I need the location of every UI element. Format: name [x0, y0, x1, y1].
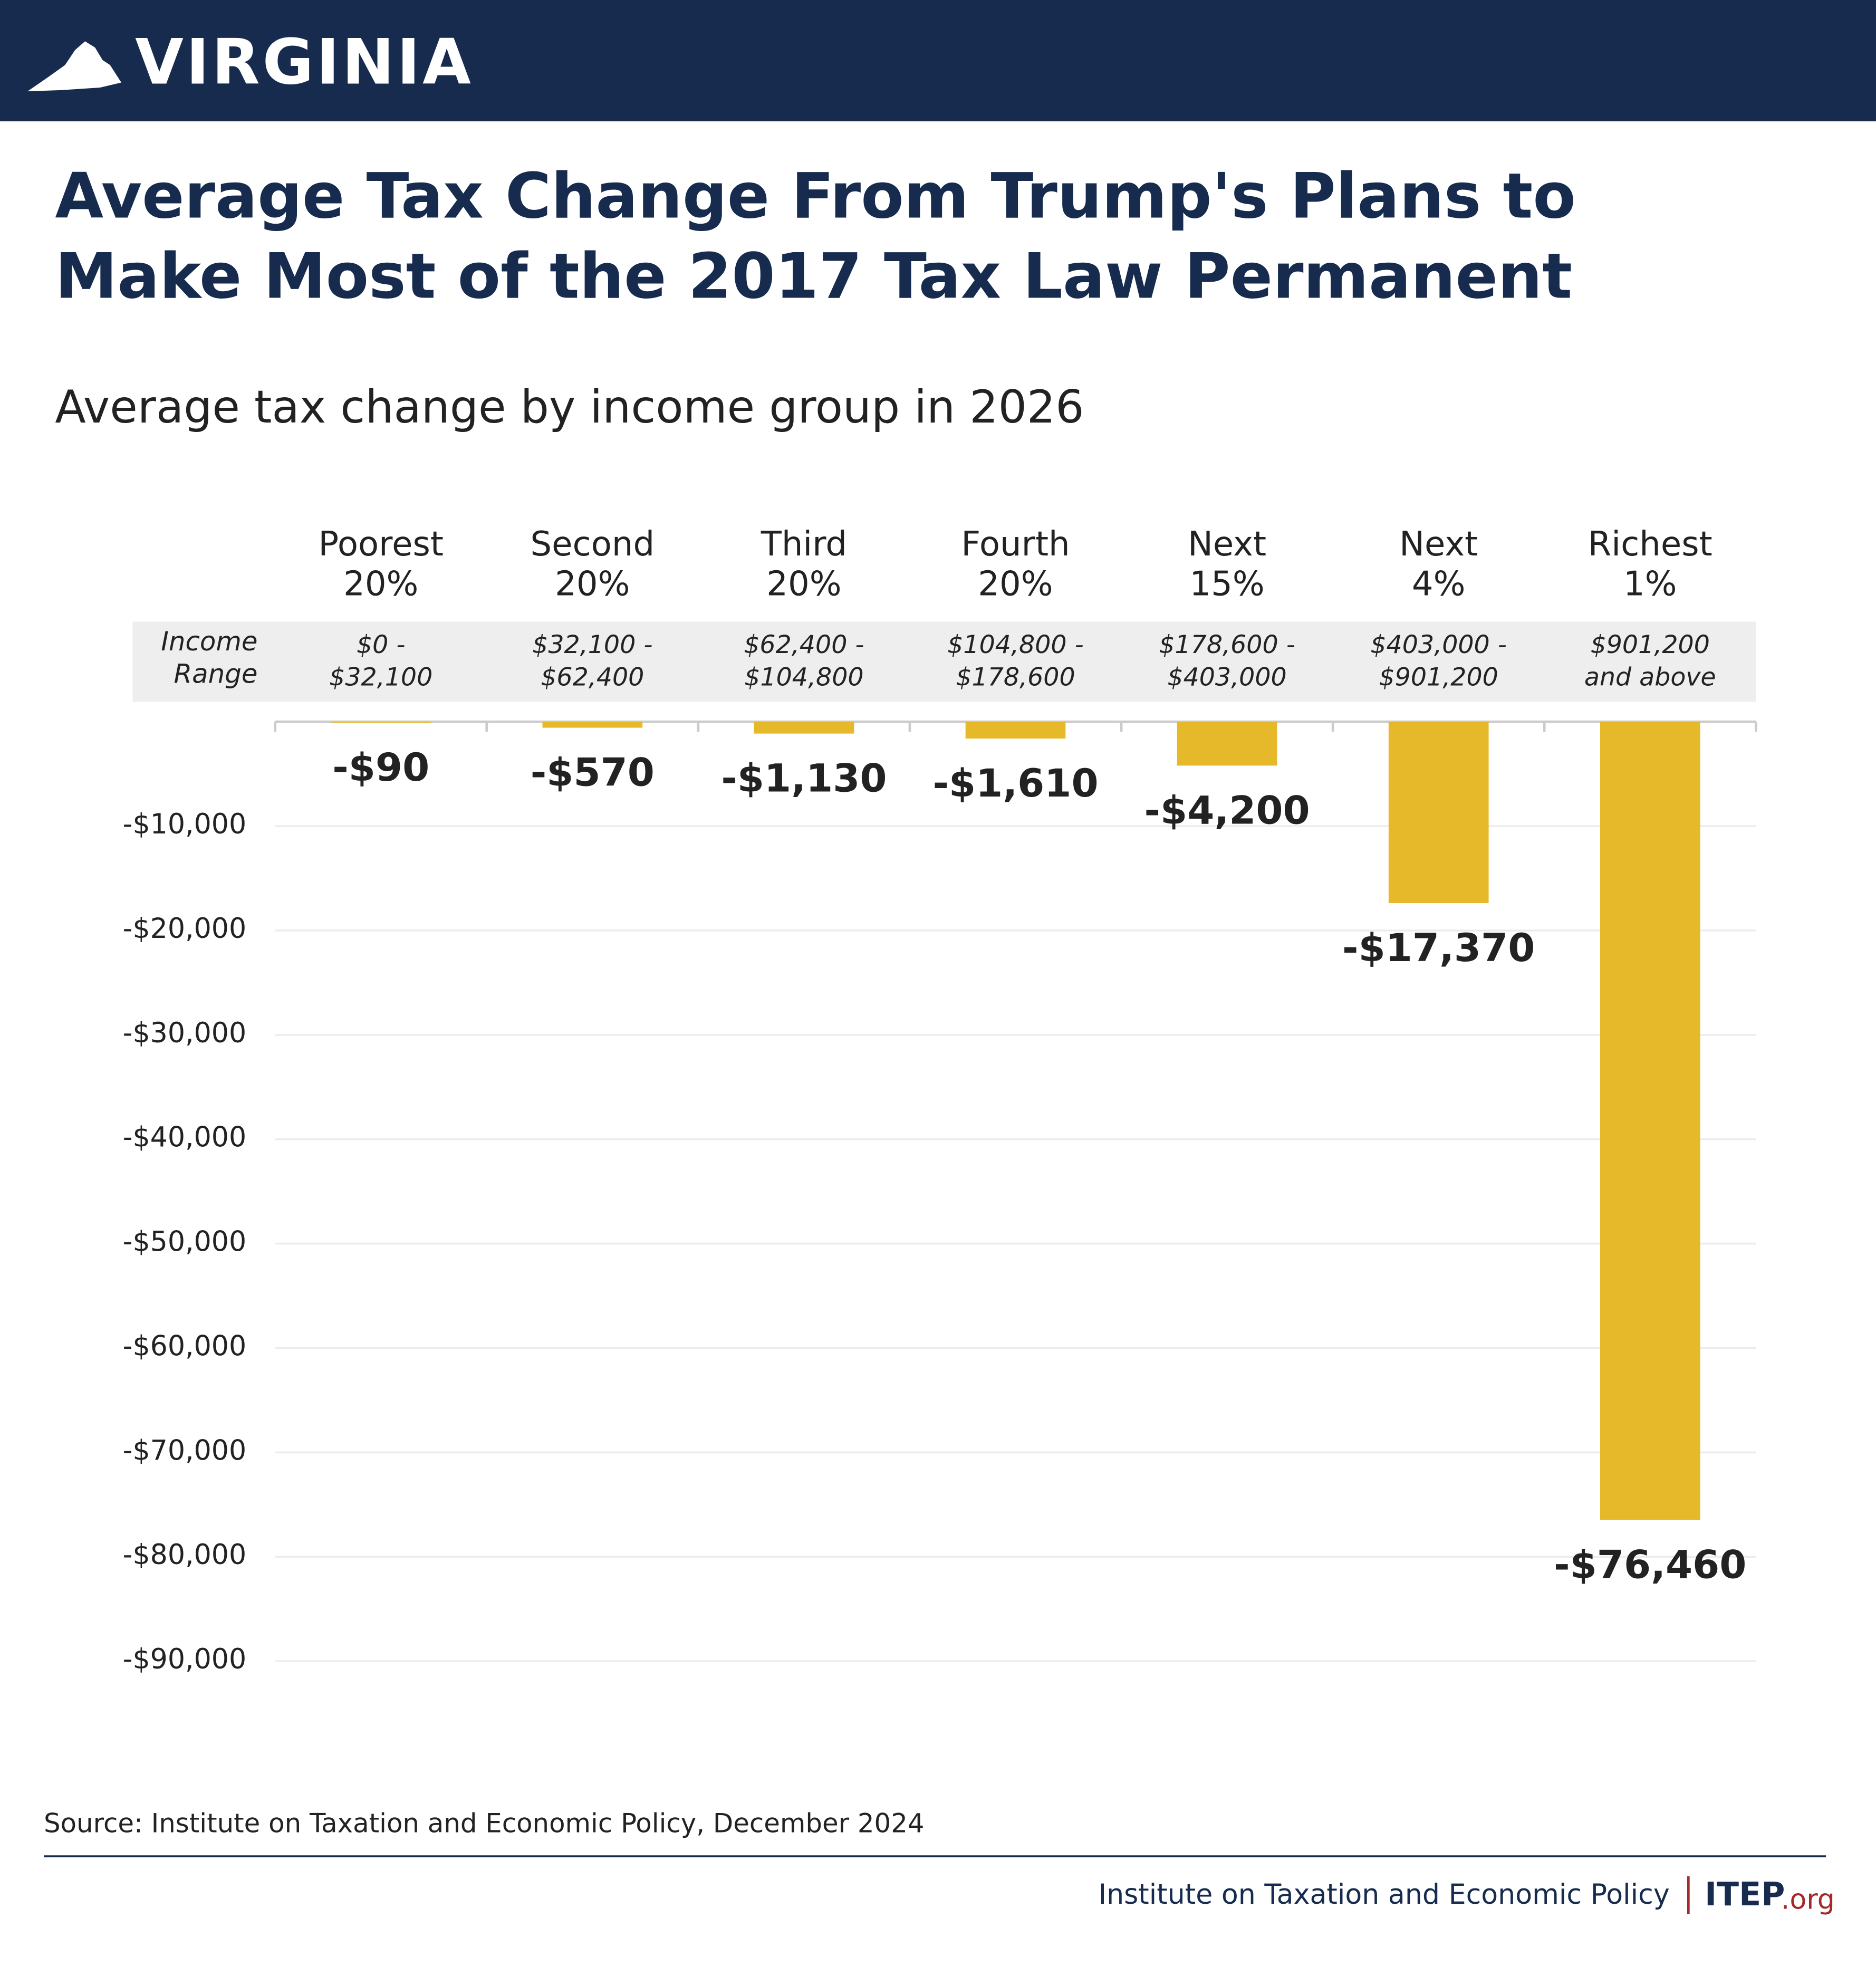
income-range-label: Income Range	[161, 627, 258, 689]
income-label-box: Income Range	[161, 627, 258, 689]
y-tick-label: -$60,000	[123, 1330, 247, 1362]
value-label: -$4,200	[1144, 788, 1310, 833]
state-icon	[27, 41, 122, 92]
income-range-line: $901,200	[1590, 629, 1710, 659]
footer-org: Institute on Taxation and Economic Polic…	[1099, 1879, 1670, 1911]
income-range-line: $178,600	[956, 661, 1075, 692]
income-range-line: $104,800 -	[947, 629, 1084, 659]
income-range-line: and above	[1584, 661, 1716, 692]
chart-title: Average Tax Change From Trump's Plans to…	[55, 160, 1576, 313]
y-tick-label: -$10,000	[123, 809, 247, 840]
y-tick-label: -$20,000	[123, 913, 247, 945]
income-range: $178,600 - $403,000	[1121, 628, 1333, 693]
bar	[754, 722, 854, 734]
income-range: $901,200 and above	[1544, 628, 1756, 693]
income-range-box: $32,100 -$62,400	[487, 628, 698, 693]
income-range-line: $32,100 -	[532, 629, 653, 659]
income-range: $0 - $32,100	[275, 628, 487, 693]
income-range: $62,400 - $104,800	[698, 628, 910, 693]
income-range-line: $901,200	[1379, 661, 1498, 692]
bar	[1177, 722, 1277, 766]
income-range-line: $403,000 -	[1370, 629, 1507, 659]
income-range-line: $178,600 -	[1159, 629, 1295, 659]
bar	[1600, 722, 1700, 1520]
y-tick-label: -$70,000	[123, 1435, 247, 1466]
value-label: -$1,610	[932, 761, 1098, 806]
category-box: Next 15%	[1187, 525, 1267, 605]
y-tick-label: -$30,000	[123, 1018, 247, 1049]
header-bar	[0, 0, 1876, 122]
bar	[1388, 722, 1489, 903]
income-row-bg	[132, 621, 1756, 702]
income-range-box: $62,400 -$104,800	[698, 628, 910, 693]
state-name: VIRGINIA	[135, 25, 474, 98]
x-tick-label: Second 20%	[530, 525, 655, 605]
x-tick-label: Richest 1%	[1588, 525, 1713, 605]
income-range-box: $178,600 -$403,000	[1121, 628, 1333, 693]
x-tick-label: Next 15%	[1187, 525, 1267, 605]
income-range: $403,000 - $901,200	[1333, 628, 1544, 693]
category-box: Third 20%	[761, 525, 848, 605]
category-box: Fourth 20%	[961, 525, 1070, 605]
value-label: -$570	[531, 751, 655, 795]
footer-logo-suffix: .org	[1781, 1884, 1835, 1915]
category-box: Next 4%	[1399, 525, 1478, 605]
value-label: -$1,130	[721, 756, 887, 801]
bar	[965, 722, 1066, 739]
income-range-line: $403,000	[1167, 661, 1287, 692]
y-tick-label: -$80,000	[123, 1539, 247, 1571]
x-tick-label: Fourth 20%	[961, 525, 1070, 605]
income-range: $104,800 - $178,600	[910, 628, 1121, 693]
y-tick-label: -$50,000	[123, 1226, 247, 1258]
income-range-line: $32,100	[329, 661, 433, 692]
value-label: -$17,370	[1342, 926, 1535, 971]
value-label: -$76,460	[1554, 1542, 1746, 1587]
income-range-box: $0 -$32,100	[275, 628, 487, 693]
category-box: Richest 1%	[1588, 525, 1713, 605]
income-range-line: $0 -	[356, 629, 406, 659]
x-tick-label: Next 4%	[1399, 525, 1478, 605]
chart-subtitle: Average tax change by income group in 20…	[55, 381, 1084, 434]
y-tick-label: -$90,000	[123, 1644, 247, 1675]
source: Source: Institute on Taxation and Econom…	[44, 1808, 925, 1838]
y-tick-label: -$40,000	[123, 1122, 247, 1154]
title-box: Average Tax Change From Trump's Plans to…	[55, 160, 1576, 313]
value-label: -$90	[332, 745, 429, 790]
income-range-box: $403,000 -$901,200	[1333, 628, 1544, 693]
category-box: Second 20%	[530, 525, 655, 605]
footer-logo: ITEP	[1705, 1875, 1785, 1913]
x-tick-label: Third 20%	[761, 525, 848, 605]
bar	[331, 722, 431, 723]
category-box: Poorest 20%	[318, 525, 444, 605]
income-range: $32,100 - $62,400	[487, 628, 698, 693]
income-range-box: $104,800 -$178,600	[910, 628, 1121, 693]
income-range-line: $62,400	[541, 661, 644, 692]
income-range-line: $62,400 -	[744, 629, 864, 659]
x-tick-label: Poorest 20%	[318, 525, 444, 605]
income-range-line: $104,800	[744, 661, 864, 692]
bar	[542, 722, 643, 728]
